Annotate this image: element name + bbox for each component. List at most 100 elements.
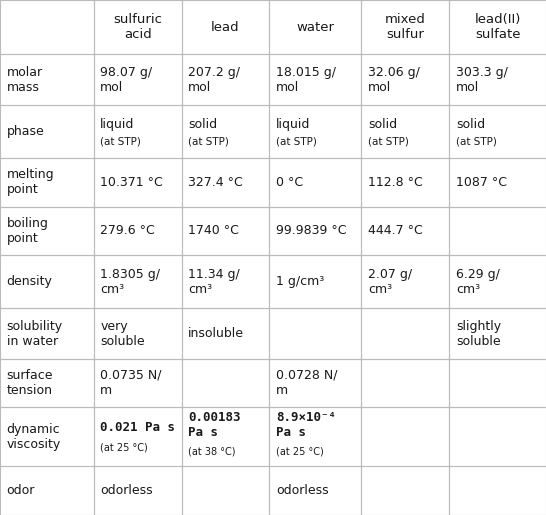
Bar [269,467,361,515]
Text: 207.2 g/
mol: 207.2 g/ mol [188,65,240,94]
Bar [0,105,94,158]
Bar [269,308,361,359]
Bar [449,407,546,467]
Bar [269,158,361,207]
Text: water: water [296,21,335,33]
Bar [182,467,269,515]
Text: (at STP): (at STP) [456,136,497,146]
Bar [361,407,449,467]
Text: 1087 °C: 1087 °C [456,176,507,189]
Bar [0,255,94,308]
Bar [182,407,269,467]
Bar [94,407,182,467]
Bar [0,207,94,255]
Bar [449,0,546,55]
Text: 98.07 g/
mol: 98.07 g/ mol [100,65,152,94]
Bar [361,255,449,308]
Text: density: density [7,276,52,288]
Bar [269,0,361,55]
Bar [182,255,269,308]
Text: 2.07 g/
cm³: 2.07 g/ cm³ [368,268,412,296]
Bar [449,207,546,255]
Text: 0 °C: 0 °C [276,176,303,189]
Bar [94,0,182,55]
Bar [94,359,182,407]
Text: liquid: liquid [276,118,310,131]
Text: (at 25 °C): (at 25 °C) [276,447,324,457]
Bar [361,467,449,515]
Text: melting
point: melting point [7,168,54,196]
Text: 99.9839 °C: 99.9839 °C [276,225,347,237]
Bar [269,55,361,105]
Bar [0,158,94,207]
Text: 444.7 °C: 444.7 °C [368,225,423,237]
Bar [269,255,361,308]
Text: surface
tension: surface tension [7,369,53,397]
Bar [94,105,182,158]
Bar [0,308,94,359]
Text: 11.34 g/
cm³: 11.34 g/ cm³ [188,268,240,296]
Bar [361,55,449,105]
Text: 112.8 °C: 112.8 °C [368,176,423,189]
Bar [449,467,546,515]
Bar [361,207,449,255]
Text: 1740 °C: 1740 °C [188,225,239,237]
Text: 32.06 g/
mol: 32.06 g/ mol [368,65,420,94]
Bar [182,308,269,359]
Text: solid: solid [188,118,217,131]
Text: 303.3 g/
mol: 303.3 g/ mol [456,65,508,94]
Bar [361,105,449,158]
Text: (at STP): (at STP) [276,136,317,146]
Bar [94,255,182,308]
Text: (at STP): (at STP) [368,136,409,146]
Text: solid: solid [456,118,485,131]
Bar [182,158,269,207]
Text: 6.29 g/
cm³: 6.29 g/ cm³ [456,268,500,296]
Text: (at 38 °C): (at 38 °C) [188,447,236,457]
Text: 327.4 °C: 327.4 °C [188,176,243,189]
Bar [269,359,361,407]
Bar [449,55,546,105]
Text: 0.0728 N/
m: 0.0728 N/ m [276,369,337,397]
Text: boiling
point: boiling point [7,217,49,245]
Text: (at STP): (at STP) [188,136,229,146]
Text: 8.9×10⁻⁴
Pa s: 8.9×10⁻⁴ Pa s [276,411,336,439]
Bar [94,308,182,359]
Text: lead(II)
sulfate: lead(II) sulfate [474,13,521,41]
Text: solid: solid [368,118,397,131]
Bar [0,359,94,407]
Text: 0.021 Pa s: 0.021 Pa s [100,421,175,435]
Bar [182,359,269,407]
Text: solubility
in water: solubility in water [7,320,63,348]
Bar [182,105,269,158]
Text: 0.0735 N/
m: 0.0735 N/ m [100,369,162,397]
Bar [94,467,182,515]
Bar [361,158,449,207]
Bar [182,55,269,105]
Bar [449,308,546,359]
Bar [361,308,449,359]
Text: insoluble: insoluble [188,327,244,340]
Bar [0,0,94,55]
Bar [94,207,182,255]
Text: very
soluble: very soluble [100,320,145,348]
Text: slightly
soluble: slightly soluble [456,320,501,348]
Bar [269,105,361,158]
Bar [94,158,182,207]
Text: mixed
sulfur: mixed sulfur [385,13,426,41]
Text: (at 25 °C): (at 25 °C) [100,442,148,453]
Text: (at STP): (at STP) [100,136,141,146]
Text: 1 g/cm³: 1 g/cm³ [276,276,324,288]
Bar [182,207,269,255]
Bar [449,359,546,407]
Text: sulfuric
acid: sulfuric acid [113,13,162,41]
Text: 18.015 g/
mol: 18.015 g/ mol [276,65,336,94]
Text: molar
mass: molar mass [7,65,43,94]
Bar [361,359,449,407]
Text: liquid: liquid [100,118,135,131]
Bar [269,207,361,255]
Text: odorless: odorless [276,484,329,497]
Bar [0,407,94,467]
Text: 10.371 °C: 10.371 °C [100,176,163,189]
Text: phase: phase [7,125,44,138]
